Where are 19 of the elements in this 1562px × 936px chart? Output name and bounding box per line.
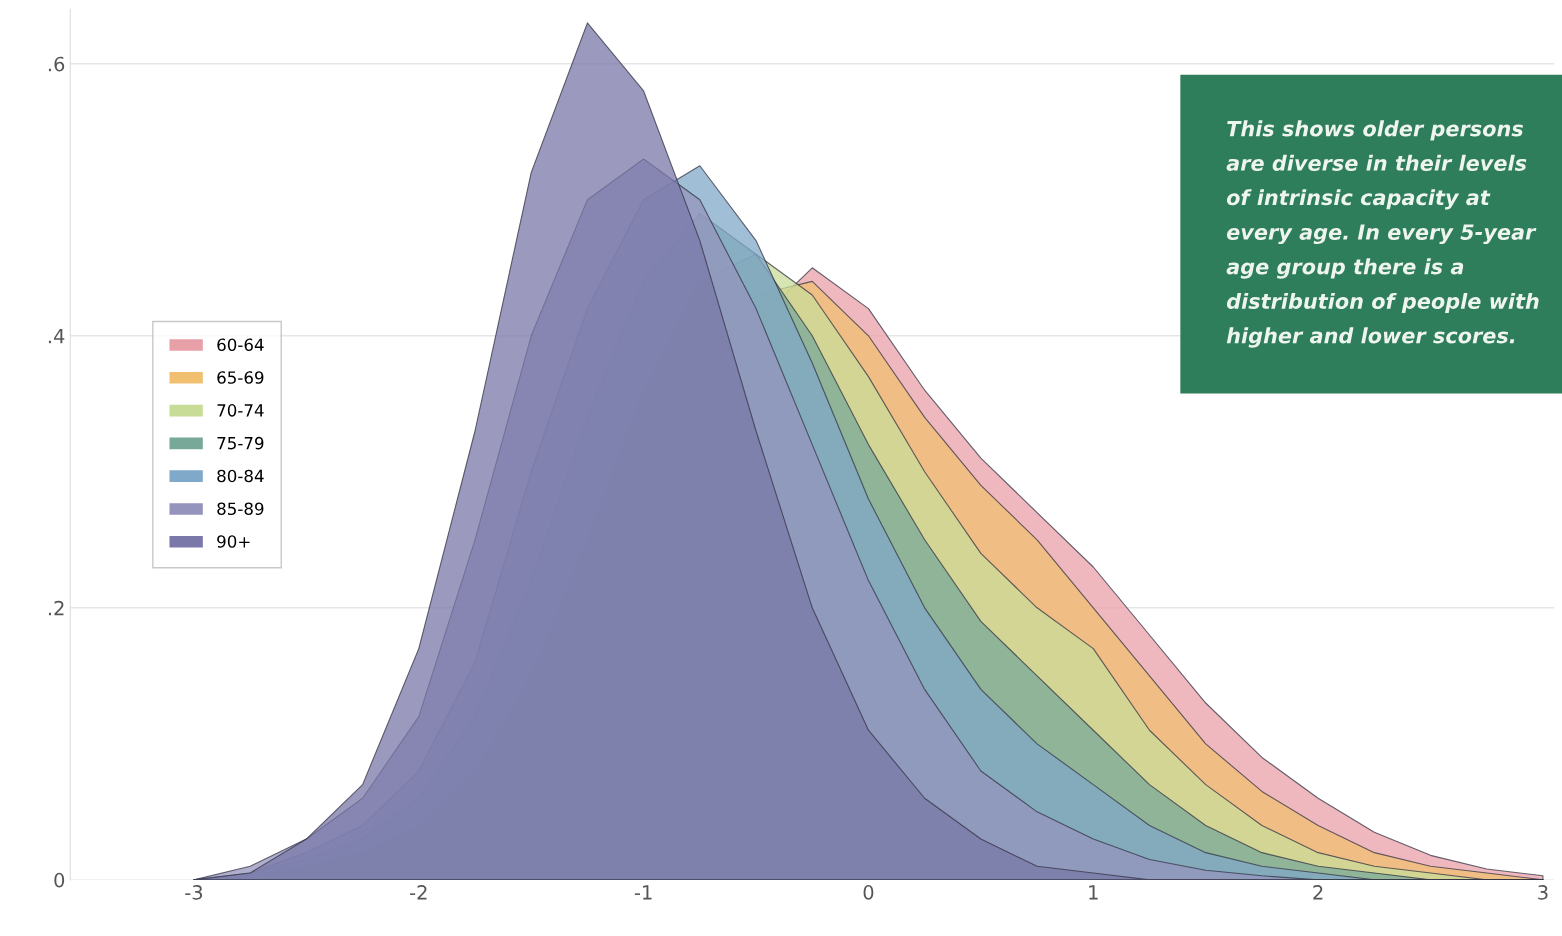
x-tick-label: 1 (1089, 885, 1098, 900)
y-tick-label: .2 (48, 600, 64, 616)
legend-label: 70-74 (217, 404, 264, 417)
x-tick-label: -3 (185, 885, 203, 900)
x-tick-label: 3 (1538, 885, 1548, 900)
x-tick-label: -1 (634, 885, 652, 900)
x-tick-label: -2 (410, 885, 427, 900)
y-tick-label: 0 (54, 872, 65, 888)
legend-label: 60-64 (217, 338, 264, 352)
annotation: This shows older persons are diverse in their levels of intrinsic capacity at every age. In every 5-year age group there is a distribution of people with higher and lower scores. (1226, 120, 1539, 348)
legend-label: 80-84 (217, 469, 264, 483)
legend-label: 85-89 (217, 502, 264, 516)
y-tick-label: .6 (48, 56, 65, 72)
x-tick-label: 0 (863, 885, 874, 900)
legend-label: 90+ (217, 535, 250, 548)
legend-label: 75-79 (217, 436, 264, 450)
legend-label: 65-69 (217, 371, 264, 384)
y-tick-label: .4 (48, 329, 65, 344)
x-tick-label: 2 (1313, 885, 1323, 900)
